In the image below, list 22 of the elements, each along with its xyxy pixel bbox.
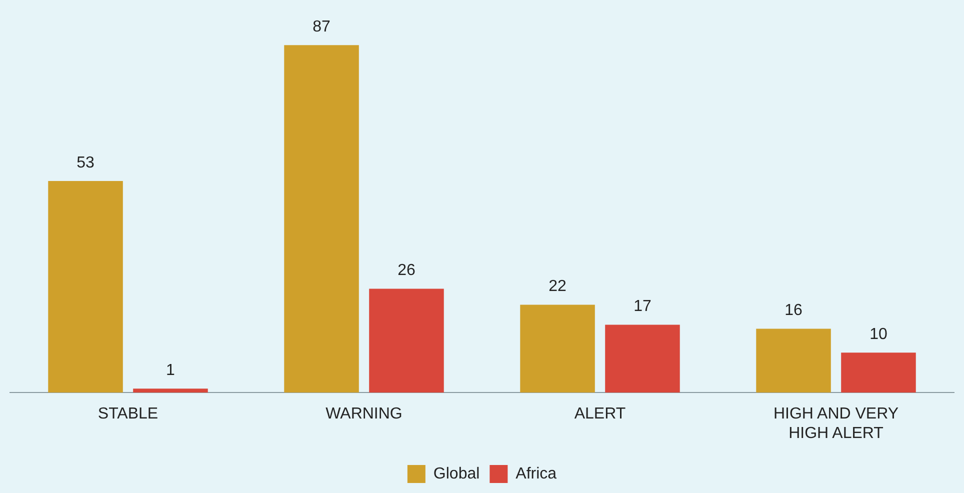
data-label: 1 <box>166 362 176 380</box>
bar <box>369 288 444 393</box>
data-label: 26 <box>398 262 416 280</box>
bar <box>133 388 208 393</box>
bar <box>48 180 123 393</box>
data-label: 17 <box>634 298 652 316</box>
data-label: 87 <box>312 18 331 36</box>
bar <box>756 328 831 393</box>
bar <box>520 304 595 393</box>
legend-label: Global <box>433 465 480 482</box>
x-tick-label: ALERT <box>574 406 626 423</box>
bar <box>605 324 680 393</box>
data-label: 10 <box>870 326 888 344</box>
data-label: 16 <box>784 302 803 320</box>
bar <box>284 45 359 393</box>
bar <box>841 352 916 393</box>
data-label: 53 <box>76 154 95 172</box>
legend-label: Africa <box>516 465 557 482</box>
data-label: 22 <box>548 278 567 296</box>
x-tick-label: HIGH AND VERY HIGH ALERT <box>773 406 899 442</box>
x-tick-label: WARNING <box>326 406 402 423</box>
x-tick-label: STABLE <box>98 406 158 423</box>
